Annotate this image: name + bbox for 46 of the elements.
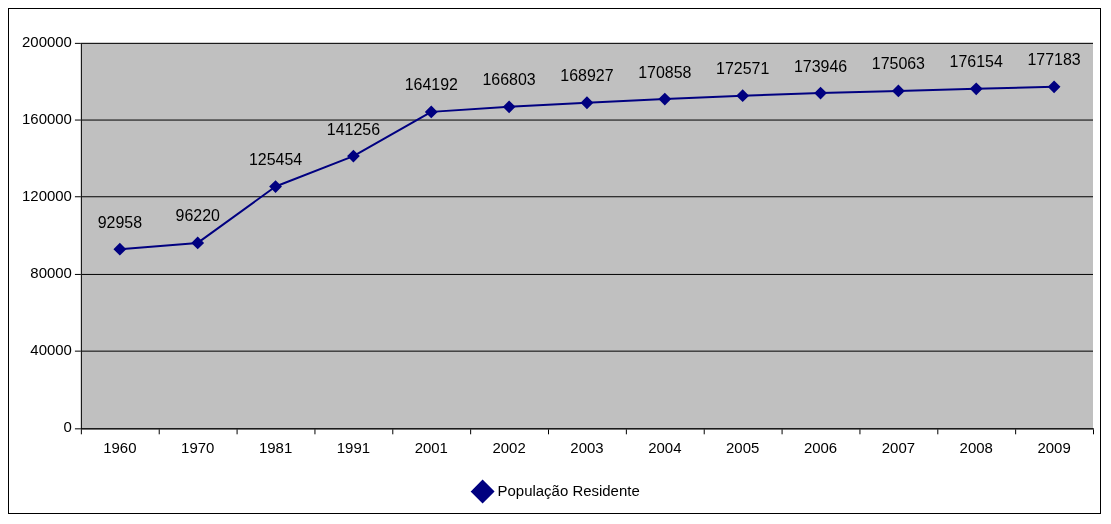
data-label: 168927 (560, 67, 614, 85)
x-tick-label: 2004 (648, 439, 682, 457)
y-tick-label: 80000 (30, 264, 72, 282)
point (269, 180, 282, 193)
data-label: 166803 (482, 71, 536, 89)
point (191, 236, 204, 249)
point (347, 150, 360, 163)
point (736, 89, 749, 102)
data-label: 92958 (97, 213, 143, 231)
x-tick-label: 1970 (181, 439, 215, 457)
data-label: 125454 (248, 151, 303, 169)
x-tick-label: 2003 (570, 439, 604, 457)
point (580, 96, 593, 109)
x-tick-label: 1991 (336, 439, 371, 457)
y-tick-label: 120000 (22, 187, 72, 205)
data-label: 170858 (638, 63, 692, 81)
point (892, 84, 905, 97)
y-tick-label: 200000 (22, 33, 72, 50)
x-tick-label: 2008 (959, 439, 993, 457)
point (658, 93, 671, 106)
x-tick-label: 2002 (492, 439, 526, 457)
point (1048, 80, 1061, 93)
data-label: 177183 (1027, 51, 1081, 69)
y-tick-label: 0 (63, 418, 72, 436)
point (970, 82, 983, 95)
y-tick-label: 160000 (22, 110, 72, 128)
x-tick-label: 2005 (726, 439, 760, 457)
point (814, 87, 827, 100)
x-tick-label: 2001 (414, 439, 448, 457)
data-label: 172571 (716, 60, 770, 78)
point (425, 105, 438, 118)
x-tick-label: 2009 (1037, 439, 1071, 457)
x-tick-label: 2007 (881, 439, 916, 457)
x-tick-label: 2006 (803, 439, 838, 457)
data-label: 176154 (949, 53, 1003, 71)
point (113, 243, 126, 256)
data-label: 164192 (404, 76, 459, 94)
x-tick-label: 1981 (258, 439, 293, 457)
data-label: 173946 (793, 57, 848, 75)
data-label: 141256 (326, 120, 381, 138)
data-label: 175063 (871, 55, 926, 73)
y-tick-label: 40000 (30, 341, 72, 359)
legend-label: População Residente (497, 481, 640, 499)
point (503, 100, 516, 113)
data-label: 96220 (175, 207, 221, 225)
x-tick-label: 1960 (103, 439, 137, 457)
